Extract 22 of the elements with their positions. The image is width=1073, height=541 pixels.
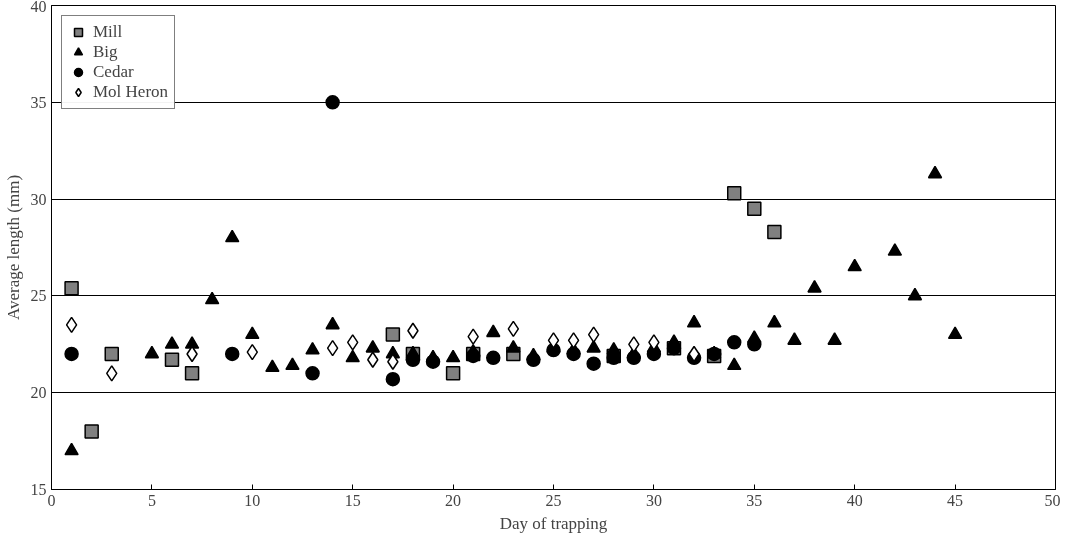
x-tick-label: 45 — [947, 491, 964, 509]
x-tick-label: 10 — [244, 491, 261, 509]
x-tick-label: 5 — [147, 491, 156, 509]
x-tick-label: 0 — [47, 491, 56, 509]
x-tick-label: 40 — [846, 491, 863, 509]
y-tick-label: 40 — [30, 0, 47, 15]
legend-label: Mol Heron — [93, 82, 169, 102]
y-tick-label: 25 — [30, 287, 47, 305]
y-axis-title: Average length (mm) — [3, 174, 23, 321]
x-tick-label: 20 — [445, 491, 462, 509]
legend-label: Mill — [93, 22, 123, 42]
legend-label: Cedar — [93, 62, 134, 82]
x-axis-title: Day of trapping — [499, 513, 608, 533]
legend-label: Big — [93, 42, 118, 62]
x-tick-label: 15 — [344, 491, 361, 509]
x-tick-label: 50 — [1044, 491, 1061, 509]
y-tick-label: 35 — [30, 93, 47, 111]
x-tick-label: 35 — [746, 491, 763, 509]
y-tick-label: 20 — [30, 384, 47, 402]
x-tick-label: 30 — [645, 491, 662, 509]
x-tick-label: 25 — [545, 491, 562, 509]
y-tick-label: 30 — [30, 190, 47, 208]
